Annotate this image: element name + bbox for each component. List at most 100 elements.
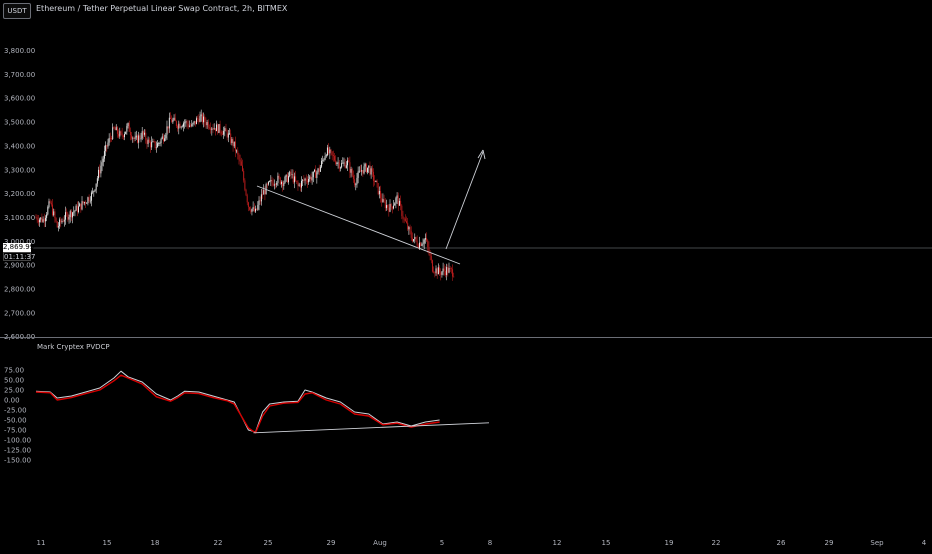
candle-body [431, 260, 433, 272]
candle-body [250, 209, 252, 212]
candle-body [186, 121, 188, 124]
candle-body [136, 135, 138, 143]
candle-body [426, 238, 428, 241]
candle-body [319, 166, 321, 172]
candle-body [403, 218, 405, 220]
candle-body [377, 183, 379, 195]
candle-body [433, 271, 435, 273]
candle-body [344, 162, 346, 168]
candle-body [428, 247, 430, 254]
candle-body [141, 131, 143, 139]
indicator-axis-label: 25.00 [4, 387, 24, 395]
candle-body [195, 118, 197, 125]
candle-body [446, 267, 448, 275]
indicator-axis-label: 0.00 [4, 397, 20, 405]
candle-body [142, 131, 144, 135]
candle-body [83, 202, 85, 204]
candle-body [411, 237, 413, 242]
candle-body [269, 181, 271, 182]
candle-body [172, 120, 174, 123]
candle-body [329, 149, 331, 154]
candle-body [57, 226, 59, 228]
candle-body [93, 190, 95, 192]
candle-body [284, 176, 286, 184]
time-axis-label: 11 [37, 539, 46, 547]
candle-body [118, 133, 120, 137]
candle-body [440, 272, 442, 275]
candle-body [360, 170, 361, 172]
candle-body [43, 219, 45, 222]
candle-body [324, 156, 326, 160]
price-axis-label: 2,800.00 [4, 286, 35, 294]
candle-body [305, 178, 307, 181]
candle-body [381, 198, 383, 203]
candle-body [419, 242, 420, 249]
time-axis-label: 8 [488, 539, 492, 547]
projection-arrow-line [445, 151, 484, 250]
candle-body [155, 147, 157, 149]
candle-body [288, 176, 290, 183]
candle-body [430, 256, 432, 261]
candle-body [44, 217, 46, 222]
candle-body [290, 171, 292, 175]
candle-body [341, 163, 343, 168]
candle-body [193, 121, 195, 124]
candle-body [278, 175, 280, 178]
candle-body [409, 227, 411, 232]
candle-body [102, 158, 104, 163]
candle-body [417, 245, 419, 249]
candle-body [125, 131, 127, 134]
candle-body [249, 207, 251, 210]
candle-body [306, 180, 308, 183]
candle-body [427, 240, 429, 248]
candle-body [367, 167, 369, 173]
candle-body [105, 145, 107, 152]
candle-body [302, 179, 304, 181]
projection-arrowhead [477, 149, 486, 160]
candle-body [76, 205, 78, 213]
candle-body [128, 123, 130, 132]
candle-body [382, 199, 384, 203]
candle-body [132, 137, 134, 139]
candle-body [148, 139, 150, 143]
candle-body [384, 201, 386, 209]
candle-body [385, 205, 387, 209]
candle-body [40, 217, 42, 220]
candle-body [98, 169, 100, 179]
candle-body [416, 240, 418, 246]
candle-body [180, 126, 182, 128]
candle-body [339, 167, 341, 169]
candle-body [154, 141, 156, 148]
indicator-name[interactable]: Mark Cryptex PVDCP [37, 343, 110, 351]
candle-body [174, 117, 176, 122]
candle-body [47, 207, 49, 215]
candle-body [303, 179, 305, 181]
candle-body [188, 125, 190, 127]
candle-body [216, 124, 218, 132]
candle-body [82, 201, 84, 204]
candle-body [68, 216, 70, 220]
candle-body [204, 116, 206, 123]
candle-body [115, 127, 117, 131]
candle-body [244, 180, 246, 190]
candle-body [179, 123, 181, 128]
candle-body [36, 217, 38, 221]
candle-body [393, 205, 395, 209]
candle-body [42, 219, 44, 222]
candle-body [414, 236, 416, 240]
candle-body [203, 116, 205, 123]
candle-body [337, 162, 339, 164]
candle-body [218, 124, 220, 134]
candle-body [230, 133, 232, 144]
candle-body [389, 204, 391, 212]
candle-body [397, 195, 399, 206]
candle-body [316, 172, 318, 178]
candle-body [326, 147, 328, 156]
candle-body [357, 171, 359, 178]
candle-body [55, 218, 57, 222]
candle-body [99, 169, 101, 174]
currency-badge[interactable]: USDT [3, 3, 31, 19]
candle-body [332, 154, 334, 157]
